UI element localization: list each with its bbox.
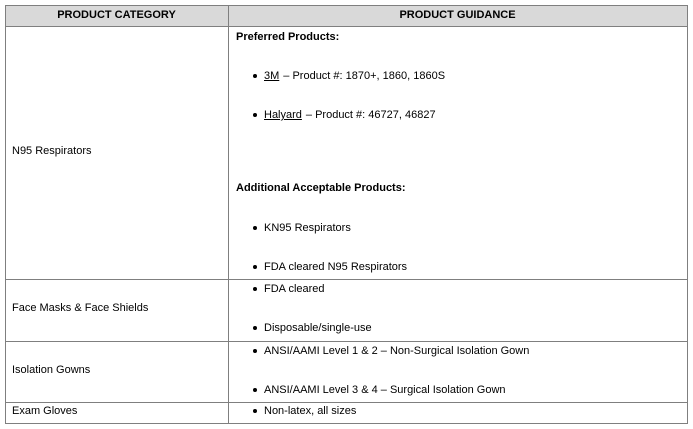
item-text: – Product #: 46727, 46827 (305, 109, 436, 121)
row-border (5, 402, 688, 403)
row-border (5, 341, 688, 342)
guidance-item: Disposable/single-use (264, 321, 372, 335)
item-text: ANSI/AAMI Level 3 & 4 – Surgical Isolati… (264, 384, 506, 396)
guidance-item: Non-latex, all sizes (264, 404, 356, 418)
bullet (253, 265, 257, 269)
bullet (253, 74, 257, 78)
bullet (253, 326, 257, 330)
item-text: FDA cleared (264, 283, 325, 295)
row-border (5, 5, 688, 6)
bullet (253, 113, 257, 117)
guidance-item: Halyard – Product #: 46727, 46827 (264, 108, 436, 122)
item-text: FDA cleared N95 Respirators (264, 261, 408, 273)
item-text: – Product #: 1870+, 1860, 1860S (283, 70, 446, 82)
column-header: PRODUCT GUIDANCE (399, 9, 516, 21)
brand-link: Halyard (264, 109, 302, 121)
column-border (5, 5, 6, 423)
guidance-item: ANSI/AAMI Level 3 & 4 – Surgical Isolati… (264, 383, 506, 397)
row-border (5, 26, 688, 27)
section-heading: Additional Acceptable Products: (236, 182, 406, 194)
category: Isolation Gowns (12, 364, 91, 376)
header-background (5, 5, 687, 26)
bullet (253, 226, 257, 230)
category: Face Masks & Face Shields (12, 302, 149, 314)
guidance-item: 3M – Product #: 1870+, 1860, 1860S (264, 69, 445, 83)
bullet (253, 388, 257, 392)
bullet (253, 409, 257, 413)
column-border (228, 5, 229, 423)
guidance-item: KN95 Respirators (264, 221, 351, 235)
row-border (5, 423, 688, 424)
item-text: ANSI/AAMI Level 1 & 2 – Non-Surgical Iso… (264, 345, 530, 357)
guidance-item: FDA cleared (264, 282, 325, 296)
item-text: Non-latex, all sizes (264, 405, 357, 417)
bullet (253, 287, 257, 291)
item-text: KN95 Respirators (264, 222, 351, 234)
brand-link: 3M (264, 70, 280, 82)
row-border (5, 279, 688, 280)
category: N95 Respirators (12, 145, 92, 157)
guidance-item: ANSI/AAMI Level 1 & 2 – Non-Surgical Iso… (264, 344, 529, 358)
guidance-item: FDA cleared N95 Respirators (264, 260, 407, 274)
column-header: PRODUCT CATEGORY (57, 9, 176, 21)
bullet (253, 349, 257, 353)
column-border (687, 5, 688, 423)
section-heading: Preferred Products: (236, 31, 340, 43)
item-text: Disposable/single-use (264, 322, 372, 334)
category: Exam Gloves (12, 405, 78, 417)
